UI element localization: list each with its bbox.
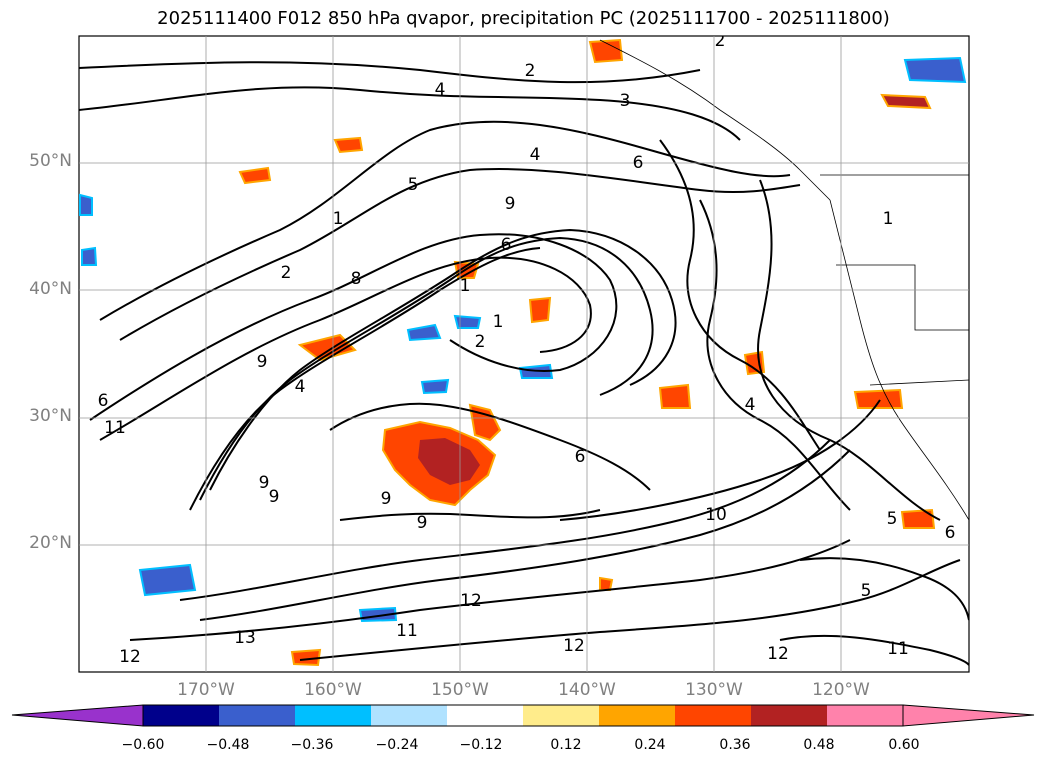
lat-label: 20°N [29, 533, 72, 553]
colorbar-tick-label: 0.60 [888, 737, 920, 753]
colorbar-cell [447, 705, 524, 726]
lon-label: 160°W [304, 680, 362, 700]
lat-label: 30°N [29, 406, 72, 426]
contour-label: 6 [633, 153, 644, 173]
contour-label: 5 [887, 509, 898, 529]
contour-label: 5 [861, 581, 872, 601]
contour-label: 12 [119, 647, 141, 667]
map-panel: 2 2 4 3 4 6 5 9 1 2 8 6 1 1 2 4 9 6 4 11 [78, 31, 970, 673]
colorbar-tick-label: 0.36 [719, 737, 751, 753]
contour-label: 9 [259, 473, 270, 493]
contour-label: 1 [883, 209, 894, 229]
contour-label: 12 [460, 591, 482, 611]
contour-label: 9 [505, 194, 516, 214]
colorbar-cell [827, 705, 904, 726]
map-title: 2025111400 F012 850 hPa qvapor, precipit… [157, 8, 890, 29]
colorbar-tick-label: −0.12 [459, 737, 503, 753]
contour-label: 3 [620, 91, 631, 111]
colorbar-cell [295, 705, 372, 726]
colorbar-tick-label: 0.48 [803, 737, 835, 753]
coastline [599, 39, 969, 521]
contour-label: 11 [104, 418, 126, 438]
contour-label: 13 [234, 628, 256, 648]
gridlines [79, 36, 969, 672]
lon-label: 130°W [685, 680, 743, 700]
colorbar-tick-label: −0.36 [290, 737, 334, 753]
contour-label: 8 [351, 269, 362, 289]
colorbar-cell [523, 705, 600, 726]
contour-label: 9 [257, 352, 268, 372]
contour-label: 9 [381, 489, 392, 509]
colorbar-cell [675, 705, 752, 726]
contour-label: 6 [98, 391, 109, 411]
contour-label: 10 [705, 505, 727, 525]
colorbar-cell [219, 705, 296, 726]
contour-label: 4 [745, 395, 756, 415]
colorbar-cell [751, 705, 828, 726]
contour-label: 4 [530, 145, 541, 165]
contour-label: 6 [501, 235, 512, 255]
contour-label: 11 [887, 639, 909, 659]
colorbar-extend-low [11, 704, 144, 727]
contour-label: 1 [460, 276, 471, 296]
contour-label: 1 [333, 209, 344, 229]
contour-label: 11 [396, 621, 418, 641]
lon-label: 120°W [812, 680, 870, 700]
colorbar-tick-label: −0.60 [121, 737, 165, 753]
contour-label: 2 [715, 31, 726, 51]
contour-label: 9 [417, 513, 428, 533]
lon-label: 140°W [558, 680, 616, 700]
colorbar-tick-label: −0.24 [375, 737, 419, 753]
colorbar-cell [371, 705, 448, 726]
colorbar-cell [143, 705, 220, 726]
colorbar-tick-label: 0.24 [634, 737, 666, 753]
contour-label: 6 [575, 447, 586, 467]
lon-label: 170°W [177, 680, 235, 700]
contour-label: 9 [269, 487, 280, 507]
precip-shading [79, 38, 967, 667]
lon-label: 150°W [431, 680, 489, 700]
lat-label: 40°N [29, 279, 72, 299]
colorbar-extend-high [902, 704, 1035, 727]
colorbar-cell [599, 705, 676, 726]
contour-labels: 2 2 4 3 4 6 5 9 1 2 8 6 1 1 2 4 9 6 4 11 [98, 31, 956, 667]
contour-label: 4 [435, 80, 446, 100]
contour-label: 2 [281, 263, 292, 283]
lat-label: 50°N [29, 151, 72, 171]
contour-label: 5 [408, 175, 419, 195]
contour-label: 12 [563, 636, 585, 656]
colorbar-tick-label: −0.48 [206, 737, 250, 753]
contour-label: 1 [493, 312, 504, 332]
contour-label: 12 [767, 644, 789, 664]
colorbar [11, 704, 1035, 727]
colorbar-tick-label: 0.12 [550, 737, 582, 753]
contour-label: 2 [525, 61, 536, 81]
contour-label: 6 [945, 523, 956, 543]
contour-label: 2 [475, 332, 486, 352]
contour-label: 4 [295, 377, 306, 397]
